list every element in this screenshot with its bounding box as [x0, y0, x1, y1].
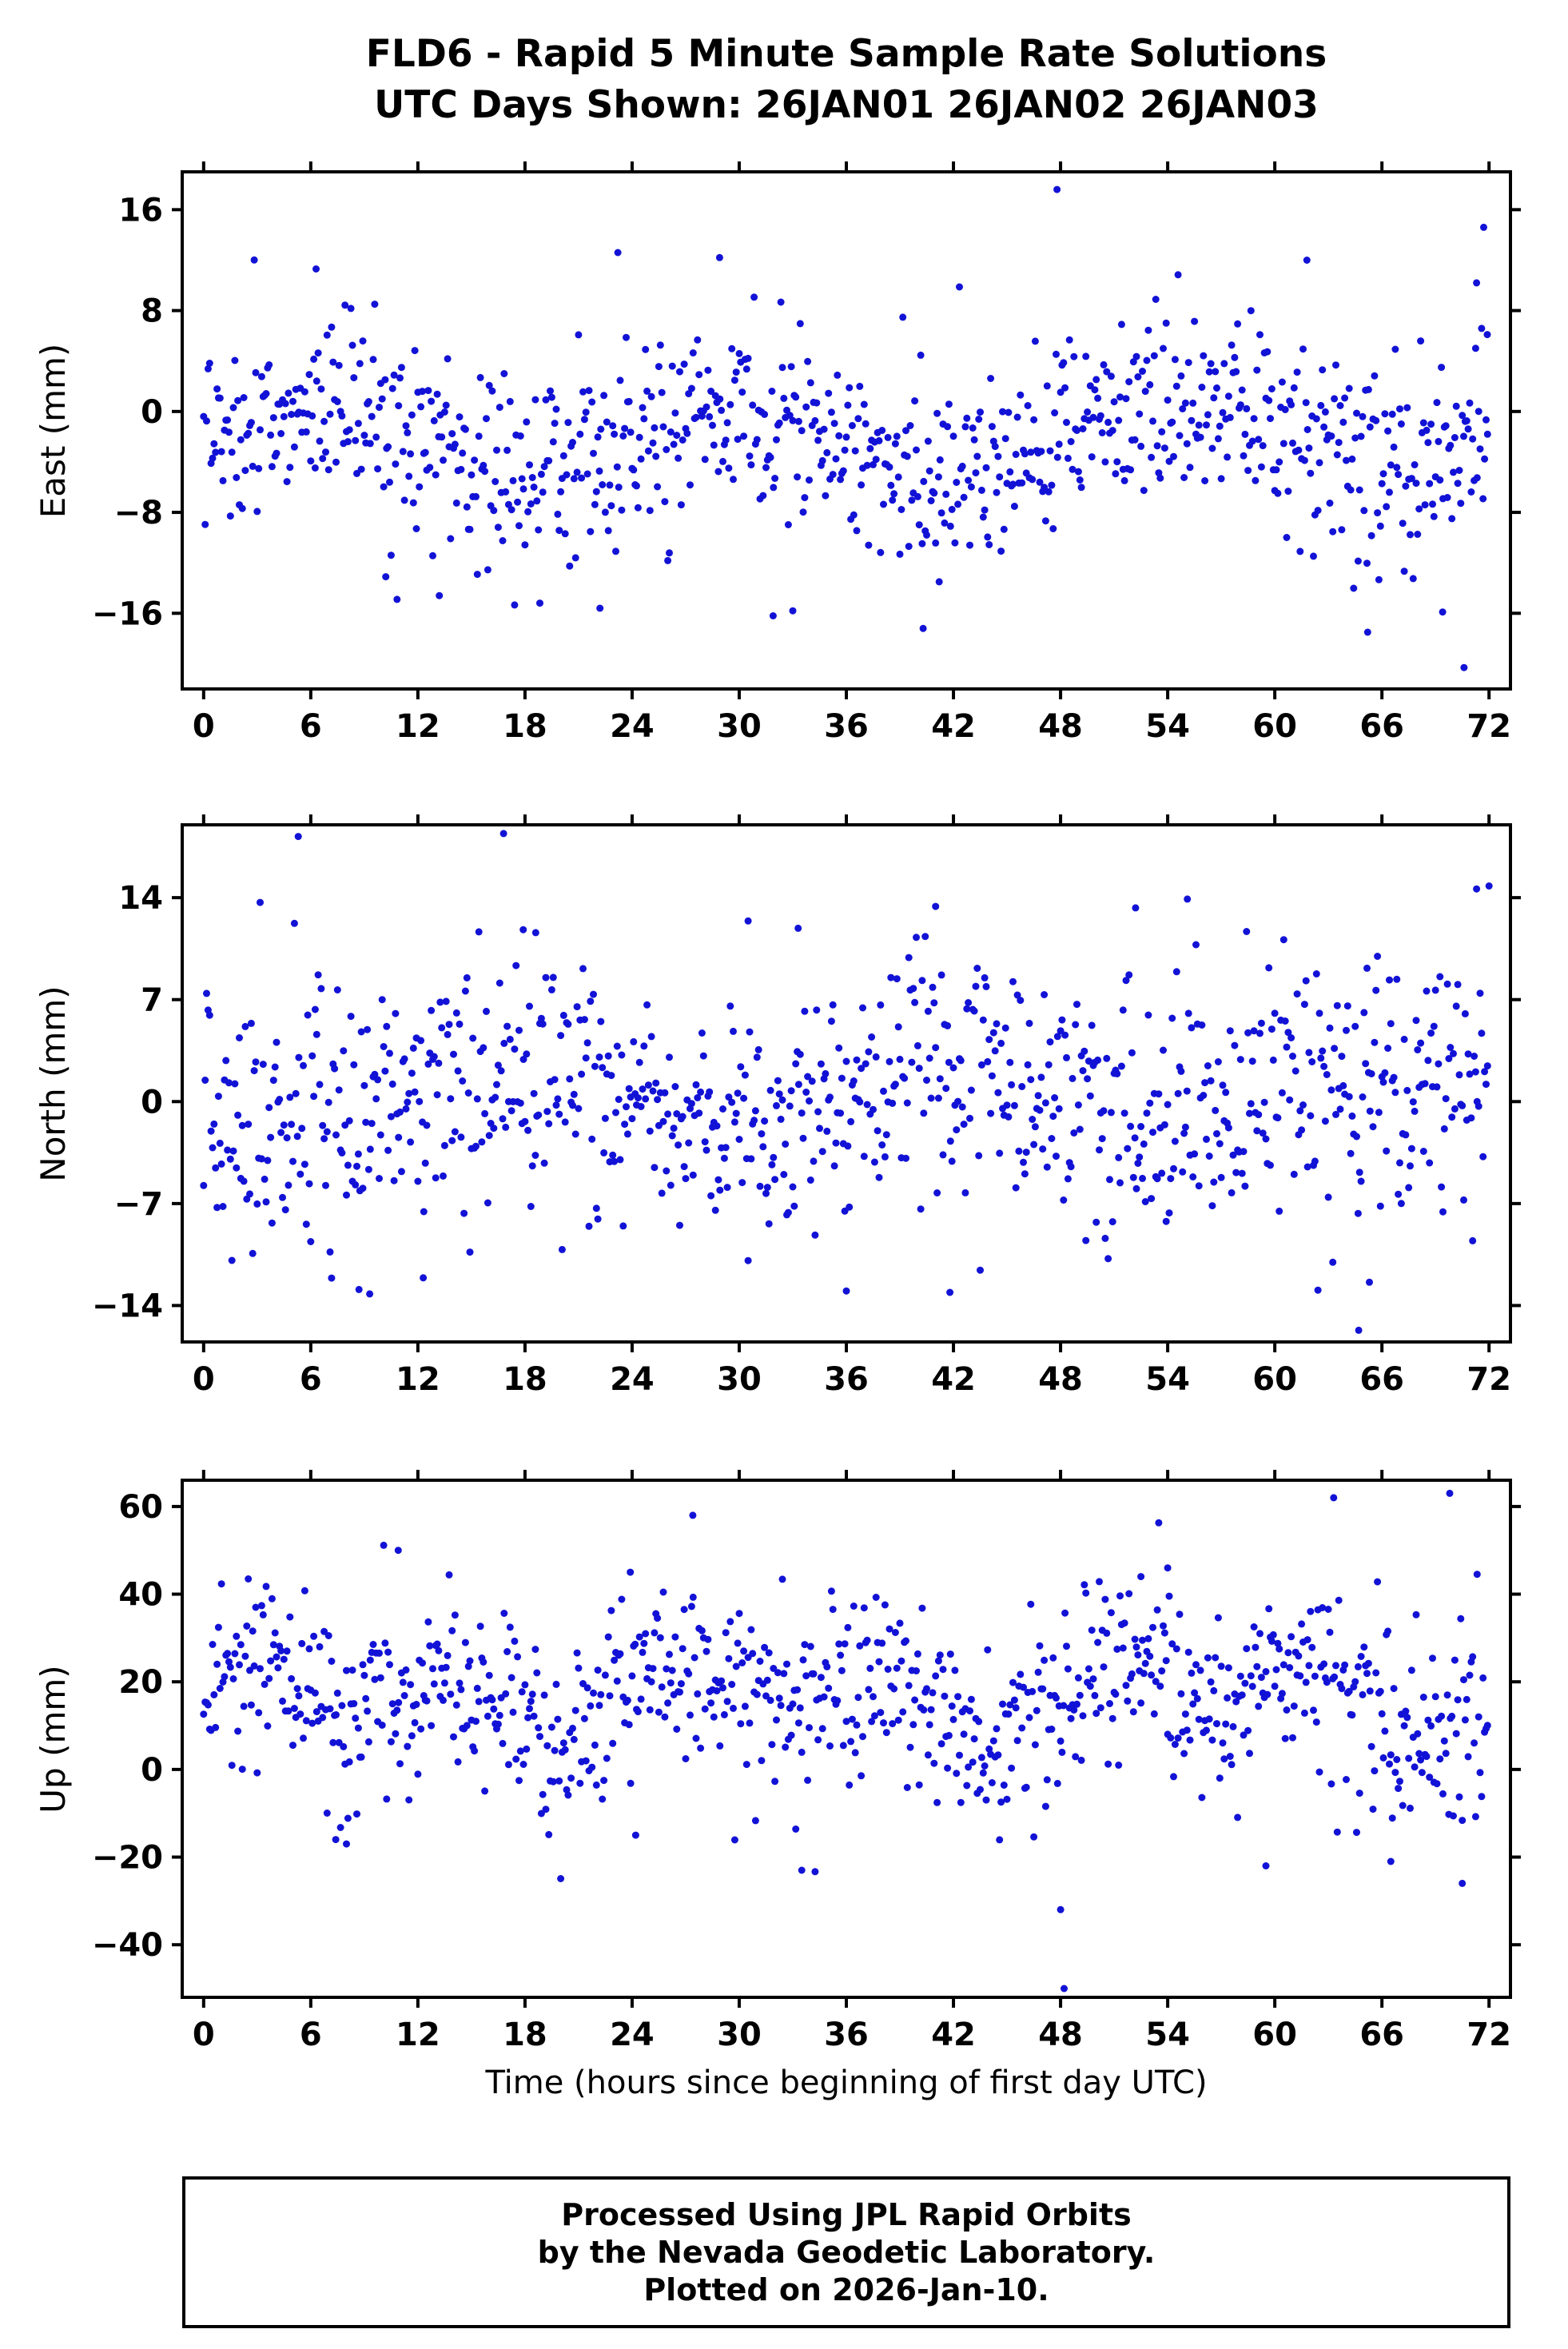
svg-text:−8: −8: [114, 495, 163, 532]
svg-text:42: 42: [931, 2017, 976, 2053]
svg-text:42: 42: [931, 1361, 976, 1398]
svg-text:18: 18: [503, 2017, 547, 2053]
svg-text:−16: −16: [92, 595, 163, 632]
footer-box: Processed Using JPL Rapid Orbits by the …: [182, 2176, 1510, 2328]
svg-text:30: 30: [717, 708, 762, 745]
svg-text:12: 12: [396, 2017, 440, 2053]
svg-text:0: 0: [141, 394, 163, 431]
svg-text:14: 14: [118, 880, 163, 917]
svg-text:36: 36: [824, 2017, 869, 2053]
svg-text:20: 20: [118, 1664, 163, 1701]
plot-title-line2: UTC Days Shown: 26JAN01 26JAN02 26JAN03: [374, 83, 1319, 127]
svg-text:54: 54: [1145, 1361, 1190, 1398]
svg-text:60: 60: [118, 1489, 163, 1526]
footer-line3: Plotted on 2026-Jan-10.: [643, 2271, 1049, 2307]
svg-text:48: 48: [1038, 2017, 1083, 2053]
svg-text:−7: −7: [114, 1186, 163, 1223]
svg-text:0: 0: [193, 2017, 215, 2053]
svg-text:30: 30: [717, 1361, 762, 1398]
svg-text:66: 66: [1359, 2017, 1404, 2053]
svg-text:0: 0: [193, 1361, 215, 1398]
svg-text:16: 16: [118, 192, 163, 229]
east-axis-label: East (mm): [34, 343, 73, 519]
svg-text:−20: −20: [92, 1840, 163, 1877]
footer-line2: by the Nevada Geodetic Laboratory.: [537, 2234, 1156, 2270]
svg-text:36: 36: [824, 1361, 869, 1398]
svg-text:60: 60: [1252, 2017, 1297, 2053]
svg-text:72: 72: [1467, 2017, 1511, 2053]
svg-text:18: 18: [503, 1361, 547, 1398]
svg-text:60: 60: [1252, 708, 1297, 745]
svg-text:6: 6: [300, 1361, 322, 1398]
svg-text:66: 66: [1359, 708, 1404, 745]
svg-text:66: 66: [1359, 1361, 1404, 1398]
up-axis-label: Up (mm): [34, 1665, 73, 1814]
svg-text:42: 42: [931, 708, 976, 745]
footer-line1: Processed Using JPL Rapid Orbits: [561, 2196, 1132, 2232]
svg-text:12: 12: [396, 708, 440, 745]
svg-text:48: 48: [1038, 708, 1083, 745]
time-axis-label: Time (hours since beginning of first day…: [485, 2064, 1208, 2101]
svg-text:72: 72: [1467, 708, 1511, 745]
svg-text:24: 24: [610, 2017, 655, 2053]
svg-text:−40: −40: [92, 1927, 163, 1964]
svg-text:30: 30: [717, 2017, 762, 2053]
plot-title-line1: FLD6 - Rapid 5 Minute Sample Rate Soluti…: [365, 32, 1327, 76]
svg-text:36: 36: [824, 708, 869, 745]
north-axis-label: North (mm): [34, 985, 73, 1182]
svg-text:6: 6: [300, 708, 322, 745]
svg-text:48: 48: [1038, 1361, 1083, 1398]
svg-text:0: 0: [193, 708, 215, 745]
svg-text:40: 40: [118, 1577, 163, 1614]
svg-text:54: 54: [1145, 708, 1190, 745]
svg-text:6: 6: [300, 2017, 322, 2053]
svg-text:72: 72: [1467, 1361, 1511, 1398]
svg-text:54: 54: [1145, 2017, 1190, 2053]
svg-text:24: 24: [610, 708, 655, 745]
svg-text:12: 12: [396, 1361, 440, 1398]
svg-text:0: 0: [141, 1752, 163, 1789]
svg-text:−14: −14: [92, 1288, 163, 1324]
svg-text:7: 7: [141, 982, 163, 1019]
svg-text:24: 24: [610, 1361, 655, 1398]
svg-text:0: 0: [141, 1084, 163, 1121]
svg-text:18: 18: [503, 708, 547, 745]
svg-text:60: 60: [1252, 1361, 1297, 1398]
svg-text:8: 8: [141, 293, 163, 330]
